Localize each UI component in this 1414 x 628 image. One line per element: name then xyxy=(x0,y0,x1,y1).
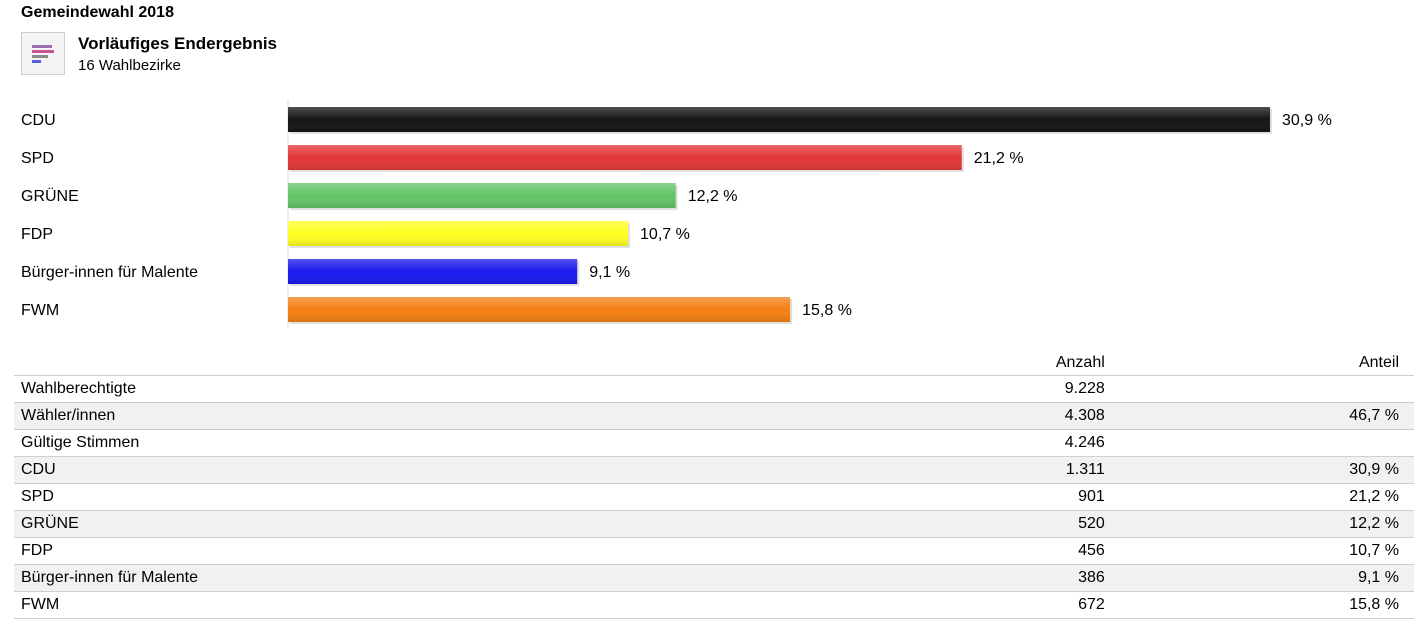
row-share xyxy=(1119,429,1414,457)
row-share: 15,8 % xyxy=(1119,591,1414,619)
bar-shine xyxy=(288,221,629,246)
row-share: 12,2 % xyxy=(1119,510,1414,538)
table-header-count: Anzahl xyxy=(829,350,1120,376)
row-share: 21,2 % xyxy=(1119,483,1414,511)
page-title: Gemeindewahl 2018 xyxy=(21,4,174,21)
bar-shine xyxy=(288,145,962,170)
row-share: 46,7 % xyxy=(1119,402,1414,430)
row-count: 9.228 xyxy=(829,375,1120,403)
table-row: GRÜNE 520 12,2 % xyxy=(14,510,1414,538)
row-label: Wähler/innen xyxy=(14,402,830,430)
row-share xyxy=(1119,375,1414,403)
row-label: CDU xyxy=(14,456,830,484)
bar-label: SPD xyxy=(21,150,54,167)
row-label: Wahlberechtigte xyxy=(14,375,830,403)
table-row: SPD 901 21,2 % xyxy=(14,483,1414,511)
bar-shine xyxy=(288,183,676,208)
row-share: 30,9 % xyxy=(1119,456,1414,484)
bar-label: FDP xyxy=(21,226,53,243)
table-row: FDP 456 10,7 % xyxy=(14,537,1414,565)
row-label: FWM xyxy=(14,591,830,619)
row-count: 456 xyxy=(829,537,1120,565)
bar-label: GRÜNE xyxy=(21,187,79,205)
bar-chart: CDU 30,9 % SPD 21,2 % GRÜNE 12,2 % FDP 10,7 % Bü… xyxy=(21,100,1332,328)
table-row: Wähler/innen 4.308 46,7 % xyxy=(14,402,1414,430)
row-share: 9,1 % xyxy=(1119,564,1414,592)
row-count: 672 xyxy=(829,591,1120,619)
bar-value-label: 12,2 % xyxy=(688,188,738,205)
bar-label: FWM xyxy=(21,302,59,319)
table-header-label xyxy=(14,350,830,376)
row-label: GRÜNE xyxy=(14,510,830,538)
results-table: Anzahl Anteil Wahlberechtigte 9.228 Wähler… xyxy=(14,350,1414,619)
row-count: 520 xyxy=(829,510,1120,538)
result-status: Vorläufiges Endergebnis xyxy=(78,34,278,53)
row-count: 386 xyxy=(829,564,1120,592)
row-label: SPD xyxy=(14,483,830,511)
bar-value-label: 21,2 % xyxy=(974,150,1024,167)
table-row: Wahlberechtigte 9.228 xyxy=(14,375,1414,403)
bar-shine xyxy=(288,107,1270,132)
bar-value-label: 30,9 % xyxy=(1282,112,1332,129)
bar-chart-icon xyxy=(21,32,65,75)
bar-value-label: 10,7 % xyxy=(640,226,690,243)
bar-shine xyxy=(288,297,791,322)
row-count: 4.246 xyxy=(829,429,1120,457)
table-header-share: Anteil xyxy=(1119,350,1414,376)
row-share: 10,7 % xyxy=(1119,537,1414,565)
bar-label: Bürger-innen für Malente xyxy=(21,264,198,281)
table-row: Bürger-innen für Malente 386 9,1 % xyxy=(14,564,1414,592)
district-count: 16 Wahlbezirke xyxy=(78,57,181,74)
row-label: FDP xyxy=(14,537,830,565)
row-count: 4.308 xyxy=(829,402,1120,430)
bar-value-label: 15,8 % xyxy=(802,302,852,319)
row-label: Gültige Stimmen xyxy=(14,429,830,457)
bar-label: CDU xyxy=(21,112,56,129)
row-count: 901 xyxy=(829,483,1120,511)
bar-value-label: 9,1 % xyxy=(589,264,630,281)
row-count: 1.311 xyxy=(829,456,1120,484)
row-label: Bürger-innen für Malente xyxy=(14,564,830,592)
table-row: Gültige Stimmen 4.246 xyxy=(14,429,1414,457)
table-header-row: Anzahl Anteil xyxy=(14,350,1414,376)
table-row: FWM 672 15,8 % xyxy=(14,591,1414,619)
table-row: CDU 1.311 30,9 % xyxy=(14,456,1414,484)
bar-shine xyxy=(288,259,578,284)
